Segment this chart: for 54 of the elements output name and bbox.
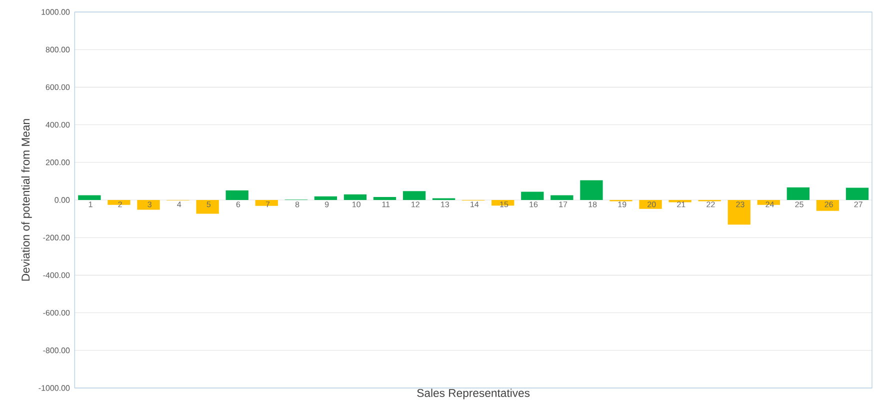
- bar: [639, 200, 662, 209]
- bar: [226, 190, 248, 200]
- y-axis-title: Deviation of potential from Mean: [21, 119, 32, 281]
- x-tick-label: 19: [618, 202, 626, 208]
- bar: [728, 200, 750, 225]
- bar: [344, 194, 367, 200]
- x-tick-label: 8: [295, 202, 300, 208]
- x-tick-label: 9: [324, 202, 329, 208]
- bar: [314, 196, 338, 200]
- y-tick-label: -800.00: [43, 348, 70, 354]
- x-tick-label: 6: [236, 202, 240, 208]
- bar: [846, 188, 869, 200]
- x-tick-label: 25: [795, 202, 804, 208]
- y-tick-label: 1000.00: [42, 9, 70, 15]
- x-tick-label: 3: [148, 202, 152, 208]
- y-tick-label: 800.00: [46, 46, 70, 52]
- bar: [550, 195, 574, 200]
- x-tick-label: 4: [177, 202, 182, 208]
- x-tick-label: 18: [588, 202, 597, 208]
- x-tick-label: 17: [559, 202, 568, 208]
- x-tick-label: 11: [382, 202, 390, 208]
- y-tick-label: -600.00: [43, 310, 70, 316]
- bar: [196, 200, 219, 214]
- x-tick-label: 5: [206, 202, 211, 208]
- x-tick-label: 21: [677, 202, 686, 208]
- bar: [255, 200, 278, 206]
- bar: [402, 191, 426, 200]
- x-tick-label: 27: [854, 202, 862, 208]
- bar: [373, 196, 396, 200]
- x-tick-label: 26: [824, 202, 833, 208]
- x-tick-label: 10: [352, 202, 360, 208]
- bar: [137, 200, 160, 210]
- x-tick-label: 14: [470, 202, 479, 208]
- x-axis-title: Sales Representatives: [417, 388, 530, 400]
- bar: [786, 187, 810, 200]
- x-tick-label: 20: [648, 202, 656, 208]
- y-tick-label: 600.00: [46, 84, 70, 90]
- x-tick-label: 13: [441, 202, 450, 208]
- y-tick-label: 200.00: [46, 160, 70, 166]
- bar: [580, 180, 603, 200]
- x-tick-label: 16: [530, 202, 538, 208]
- x-tick-label: 7: [266, 202, 270, 208]
- x-tick-label: 12: [412, 202, 420, 208]
- bar: [78, 195, 101, 200]
- y-tick-label: 0.00: [54, 197, 70, 203]
- bar: [816, 200, 840, 211]
- x-tick-label: 23: [736, 202, 744, 208]
- y-tick-label: -400.00: [43, 272, 70, 278]
- bar: [521, 192, 544, 200]
- y-tick-label: -200.00: [43, 234, 70, 240]
- x-tick-label: 1: [88, 202, 92, 208]
- x-tick-label: 22: [706, 202, 715, 208]
- y-tick-label: 400.00: [46, 122, 70, 128]
- y-tick-label: -1000.00: [38, 385, 70, 391]
